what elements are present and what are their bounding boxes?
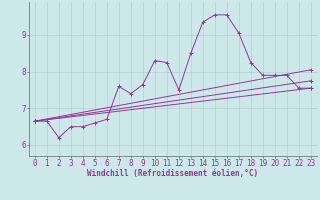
X-axis label: Windchill (Refroidissement éolien,°C): Windchill (Refroidissement éolien,°C) <box>87 169 258 178</box>
